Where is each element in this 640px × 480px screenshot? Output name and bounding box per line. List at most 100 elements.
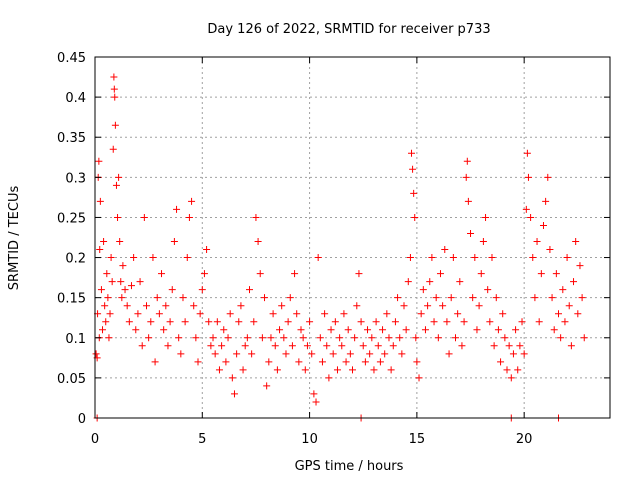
data-point xyxy=(385,334,393,342)
data-point xyxy=(160,326,168,334)
data-point xyxy=(411,213,419,221)
data-point xyxy=(123,302,131,310)
data-point xyxy=(524,173,532,181)
data-point xyxy=(410,189,418,197)
data-point xyxy=(276,326,284,334)
data-point xyxy=(293,310,301,318)
data-point xyxy=(145,334,153,342)
data-point xyxy=(117,278,125,286)
data-point xyxy=(331,318,339,326)
data-point xyxy=(155,310,163,318)
data-point xyxy=(497,358,505,366)
data-point xyxy=(434,334,442,342)
data-point xyxy=(449,254,457,262)
data-point xyxy=(209,334,217,342)
data-point xyxy=(463,157,471,165)
data-point xyxy=(389,342,397,350)
x-tick-label: 20 xyxy=(516,432,533,447)
data-point xyxy=(353,302,361,310)
data-point xyxy=(516,342,524,350)
y-axis-label: SRMTID / TECUs xyxy=(7,186,22,291)
data-point xyxy=(396,334,404,342)
data-point xyxy=(118,294,126,302)
data-point xyxy=(505,342,513,350)
data-point xyxy=(100,238,108,246)
data-point xyxy=(291,270,299,278)
data-point xyxy=(415,374,423,382)
data-point xyxy=(372,318,380,326)
data-point xyxy=(355,270,363,278)
data-point xyxy=(105,334,113,342)
data-point xyxy=(323,342,331,350)
data-point xyxy=(336,334,344,342)
data-point xyxy=(542,197,550,205)
data-point xyxy=(456,278,464,286)
data-point xyxy=(138,342,146,350)
data-point xyxy=(185,213,193,221)
data-point xyxy=(218,342,226,350)
data-point xyxy=(106,310,114,318)
data-point xyxy=(412,334,420,342)
data-point xyxy=(101,302,109,310)
data-point xyxy=(413,358,421,366)
data-point xyxy=(391,318,399,326)
data-point xyxy=(475,302,483,310)
data-point xyxy=(349,366,356,374)
data-point xyxy=(104,294,112,302)
data-point xyxy=(559,286,567,294)
data-point xyxy=(119,262,127,270)
y-tick-labels: 0 0.05 0.1 0.15 0.2 0.25 0.3 0.35 0.4 0.45 xyxy=(57,51,86,427)
data-point xyxy=(96,197,104,205)
data-point xyxy=(400,302,408,310)
data-point xyxy=(443,318,451,326)
data-point xyxy=(258,334,266,342)
y-tick-label: 0.05 xyxy=(57,372,86,387)
data-point xyxy=(308,350,316,358)
data-point xyxy=(250,318,258,326)
data-point xyxy=(404,278,412,286)
data-point xyxy=(488,254,496,262)
data-point xyxy=(278,302,286,310)
data-point xyxy=(115,173,123,181)
data-point xyxy=(164,342,172,350)
data-point xyxy=(190,302,198,310)
data-point xyxy=(376,358,384,366)
data-point xyxy=(490,342,498,350)
data-point xyxy=(460,318,468,326)
data-point xyxy=(99,326,107,334)
data-point xyxy=(462,173,470,181)
data-point xyxy=(121,286,129,294)
data-point xyxy=(108,278,116,286)
data-point xyxy=(299,334,307,342)
data-point xyxy=(243,334,251,342)
data-point xyxy=(338,342,346,350)
data-point xyxy=(114,213,122,221)
y-tick-label: 0.4 xyxy=(65,91,86,106)
data-point xyxy=(134,310,142,318)
data-point xyxy=(580,334,588,342)
data-point xyxy=(248,350,256,358)
data-point xyxy=(316,334,324,342)
data-point xyxy=(567,342,575,350)
data-point xyxy=(533,238,541,246)
data-point xyxy=(147,318,155,326)
data-point xyxy=(102,318,110,326)
data-point xyxy=(432,294,440,302)
data-point xyxy=(168,286,176,294)
data-point xyxy=(406,254,414,262)
data-point xyxy=(103,270,111,278)
data-point xyxy=(344,326,352,334)
data-point xyxy=(507,374,515,382)
data-point xyxy=(555,310,562,318)
data-point xyxy=(306,318,314,326)
x-tick-labels: 0 5 10 15 20 xyxy=(91,432,533,447)
data-point xyxy=(261,294,269,302)
data-point xyxy=(151,358,159,366)
grid-lines xyxy=(94,56,610,419)
data-point xyxy=(130,254,138,262)
x-axis-label: GPS time / hours xyxy=(295,459,404,474)
data-point xyxy=(267,334,275,342)
data-point xyxy=(563,254,571,262)
data-point xyxy=(464,197,472,205)
x-tick-label: 10 xyxy=(301,432,318,447)
